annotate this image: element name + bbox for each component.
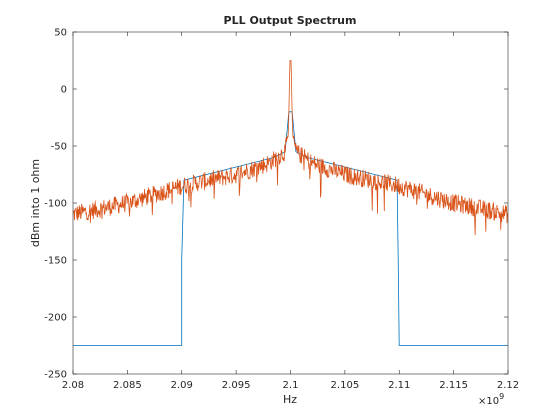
y-tick-label: -150: [44, 256, 67, 267]
x-tick-label: 2.085: [113, 380, 142, 391]
x-tick-label: 2.095: [222, 380, 251, 391]
y-axis-ticks: -250 -200 -150 -100 -50 0 50: [44, 28, 508, 381]
y-tick-label: -100: [44, 199, 67, 210]
x-tick-label: 2.08: [62, 380, 84, 391]
y-tick-label: -250: [44, 370, 67, 381]
y-tick-label: 0: [61, 85, 67, 96]
y-tick-label: -200: [44, 313, 67, 324]
x-axis-ticks: 2.08 2.085 2.09 2.095 2.1 2.105 2.11 2.115 2.12: [62, 32, 519, 391]
series-line-2: [72, 60, 509, 236]
y-tick-label: 50: [54, 28, 67, 39]
x-tick-label: 2.12: [497, 380, 519, 391]
plot-area: [73, 32, 508, 374]
x-axis-exponent-base: ×10: [478, 396, 499, 407]
chart-title: PLL Output Spectrum: [224, 14, 357, 27]
x-tick-label: 2.105: [331, 380, 360, 391]
x-tick-label: 2.11: [388, 380, 410, 391]
x-tick-label: 2.1: [283, 380, 299, 391]
x-axis-exponent: ×109: [478, 392, 504, 407]
y-axis-label: dBm into 1 ohm: [29, 159, 42, 247]
x-axis-exponent-power: 9: [499, 392, 504, 401]
series-line-1: [73, 111, 508, 346]
series-layer: [72, 60, 509, 346]
y-tick-label: -50: [51, 142, 67, 153]
x-tick-label: 2.115: [439, 380, 468, 391]
x-axis-label: Hz: [283, 393, 297, 406]
x-tick-label: 2.09: [171, 380, 193, 391]
